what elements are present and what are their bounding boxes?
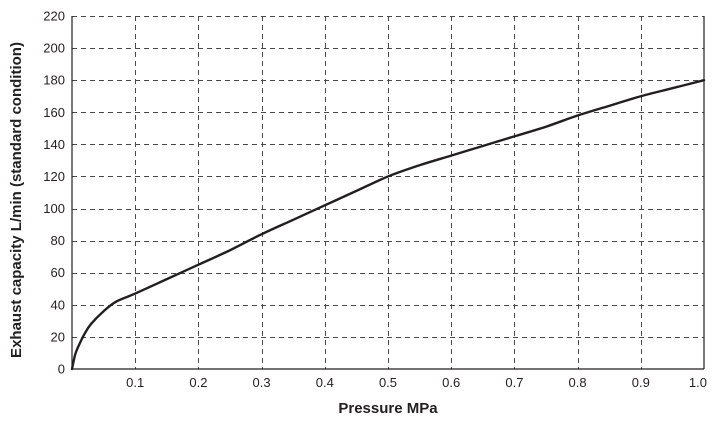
y-tick-label-140: 140	[43, 137, 65, 152]
grid-layer	[72, 16, 704, 369]
y-tick-label-160: 160	[43, 105, 65, 120]
series-layer	[70, 78, 706, 371]
y-tick-label-120: 120	[43, 169, 65, 184]
y-tick-label-40: 40	[51, 297, 65, 312]
series-line-0	[70, 78, 706, 371]
x-tick-label-0.7: 0.7	[505, 375, 523, 390]
x-tick-label-0.6: 0.6	[442, 375, 460, 390]
x-tick-label-0.2: 0.2	[189, 375, 207, 390]
y-tick-label-100: 100	[43, 201, 65, 216]
y-tick-label-80: 80	[51, 233, 65, 248]
x-tick-label-0.5: 0.5	[379, 375, 397, 390]
x-tick-label-0.4: 0.4	[316, 375, 334, 390]
y-tick-label-60: 60	[51, 265, 65, 280]
x-tick-label-0.3: 0.3	[253, 375, 271, 390]
y-tick-label-220: 220	[43, 9, 65, 24]
x-tick-label-0.9: 0.9	[632, 375, 650, 390]
y-axis-title: Exhaust capacity L/min (standard conditi…	[8, 42, 25, 358]
x-tick-label-0.1: 0.1	[126, 375, 144, 390]
x-tick-label-1: 1.0	[689, 375, 707, 390]
x-axis-title: Pressure MPa	[338, 400, 438, 417]
x-tick-label-0.8: 0.8	[569, 375, 587, 390]
y-tick-label-0: 0	[58, 362, 65, 377]
y-tick-labels: 0 20 40 60 80 100 120 140 160 180 200 220	[43, 9, 65, 377]
y-tick-label-180: 180	[43, 73, 65, 88]
plot-frame-layer	[71, 16, 705, 370]
x-tick-labels: 0.1 0.2 0.3 0.4 0.5 0.6 0.7 0.8 0.9 1.0	[126, 375, 707, 390]
y-tick-label-20: 20	[51, 329, 65, 344]
y-tick-label-200: 200	[43, 41, 65, 56]
